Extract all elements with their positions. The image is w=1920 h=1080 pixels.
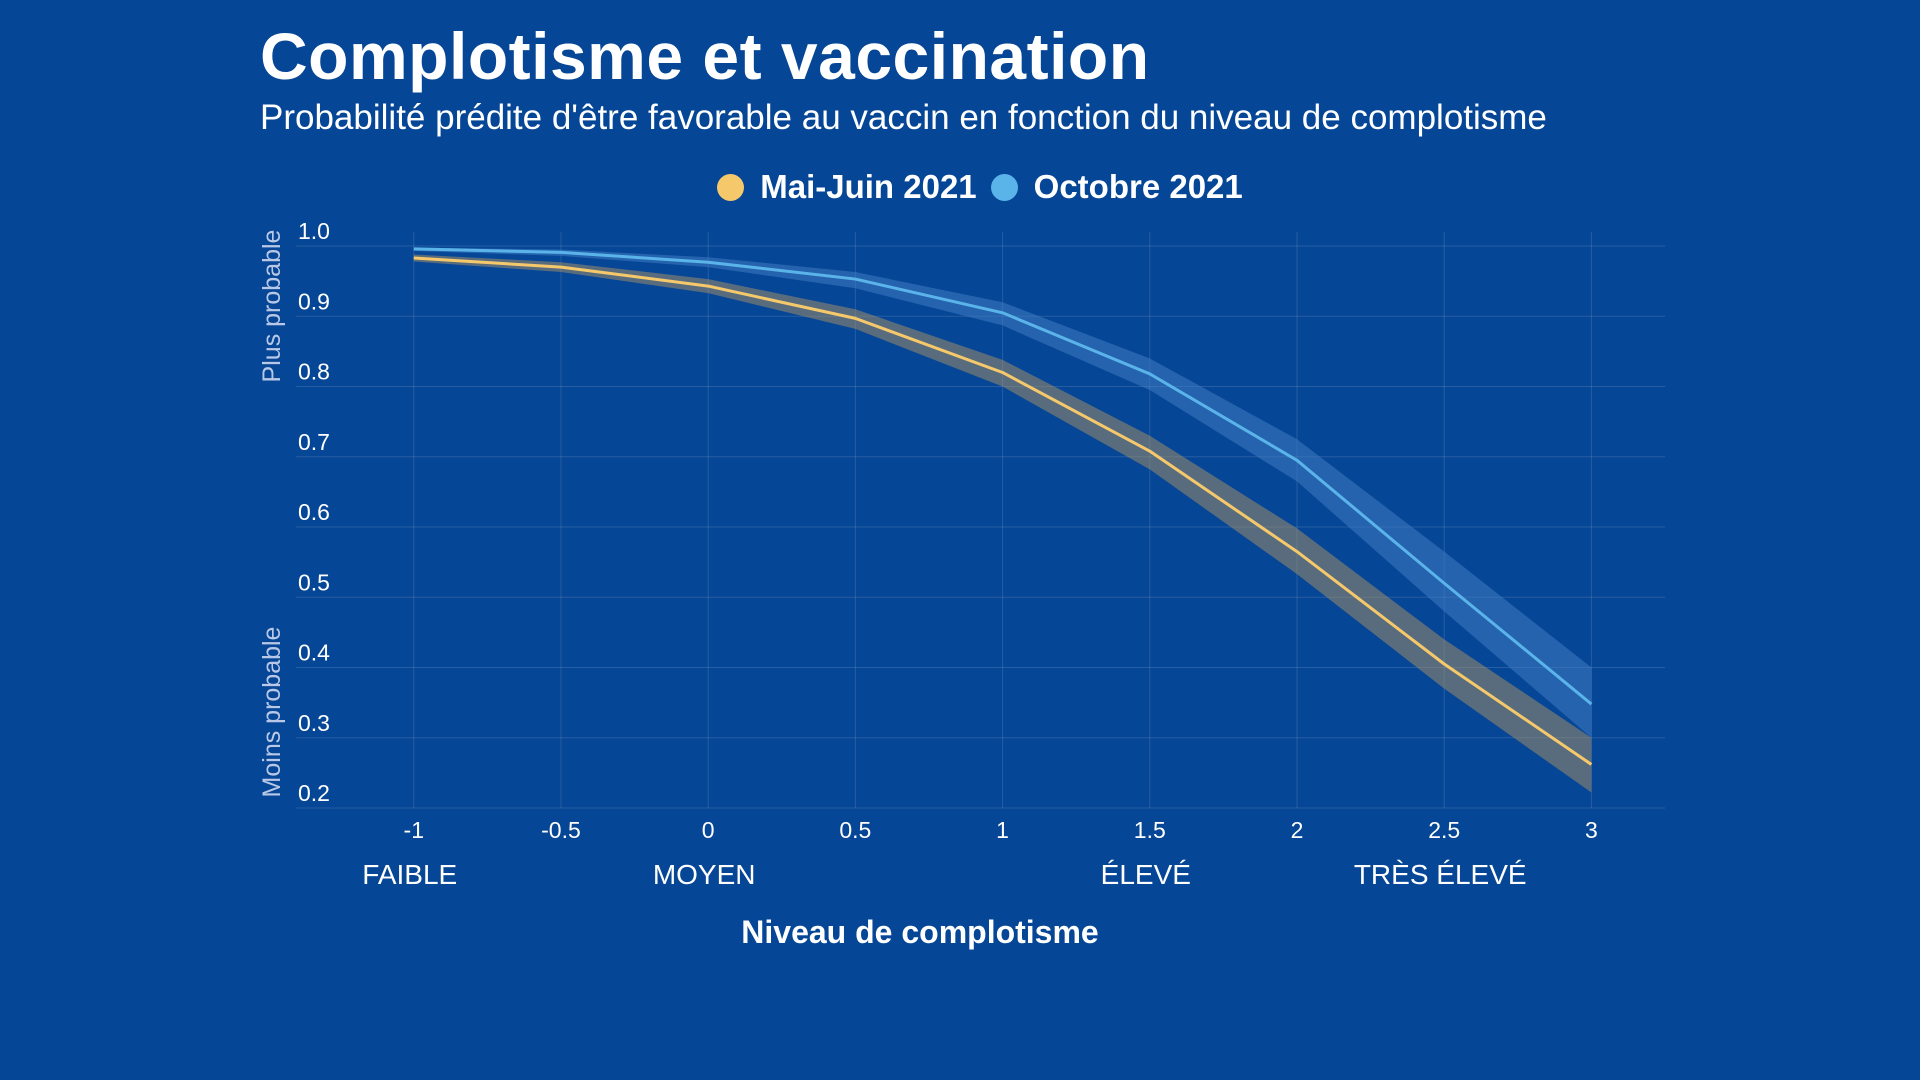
chart-title: Complotisme et vaccination <box>260 19 1150 93</box>
x-tick-label: 1 <box>996 817 1009 843</box>
x-tick-label: 2 <box>1291 817 1304 843</box>
x-tick-label: 0.5 <box>839 817 871 843</box>
legend-marker-mai-juin <box>717 173 745 201</box>
y-label-plus-probable: Plus probable <box>258 230 286 383</box>
x-tick-label: 3 <box>1585 817 1598 843</box>
category-label: TRÈS ÉLEVÉ <box>1354 859 1527 890</box>
y-tick-label: 0.2 <box>298 780 330 806</box>
chart-subtitle: Probabilité prédite d'être favorable au … <box>260 98 1547 137</box>
confidence-band-octobre <box>413 247 1592 738</box>
y-label-moins-probable: Moins probable <box>258 627 286 798</box>
y-tick-label: 0.9 <box>298 288 330 314</box>
x-tick-label: 2.5 <box>1428 817 1460 843</box>
confidence-bands <box>413 247 1592 793</box>
x-tick-label: -0.5 <box>541 817 581 843</box>
y-tick-label: 0.8 <box>298 359 330 385</box>
series-line-mai-juin <box>413 256 1593 766</box>
series-lines <box>413 247 1593 766</box>
confidence-band-mai-juin <box>413 254 1592 793</box>
x-tick-label: 1.5 <box>1134 817 1166 843</box>
category-label: ÉLEVÉ <box>1101 859 1191 890</box>
y-tick-label: 1.0 <box>298 218 330 244</box>
y-tick-labels: 1.0 0.9 0.8 0.7 0.6 0.5 0.4 0.3 0.2 <box>298 218 330 806</box>
x-tick-label: -1 <box>404 817 424 843</box>
y-tick-label: 0.6 <box>298 499 330 525</box>
legend-label-octobre: Octobre 2021 <box>1033 168 1243 205</box>
y-tick-label: 0.3 <box>298 710 330 736</box>
y-tick-label: 0.7 <box>298 429 330 455</box>
gridlines <box>296 232 1665 809</box>
legend-marker-octobre <box>990 173 1018 201</box>
legend-label-mai-juin: Mai-Juin 2021 <box>760 168 977 205</box>
legend: Mai-Juin 2021 Octobre 2021 <box>0 168 1920 206</box>
x-tick-labels: -1 -0.5 0 0.5 1 1.5 2 2.5 3 <box>404 817 1598 843</box>
legend-item-mai-juin[interactable]: Mai-Juin 2021 <box>717 168 977 206</box>
category-label: MOYEN <box>653 859 756 890</box>
x-axis-title: Niveau de complotisme <box>741 914 1098 950</box>
series-line-octobre <box>413 247 1593 706</box>
category-label: FAIBLE <box>362 859 457 890</box>
y-tick-label: 0.4 <box>298 640 330 666</box>
y-tick-label: 0.5 <box>298 569 330 595</box>
category-labels: FAIBLE MOYEN ÉLEVÉ TRÈS ÉLEVÉ <box>362 859 1526 890</box>
x-tick-label: 0 <box>702 817 715 843</box>
legend-item-octobre[interactable]: Octobre 2021 <box>990 168 1243 206</box>
